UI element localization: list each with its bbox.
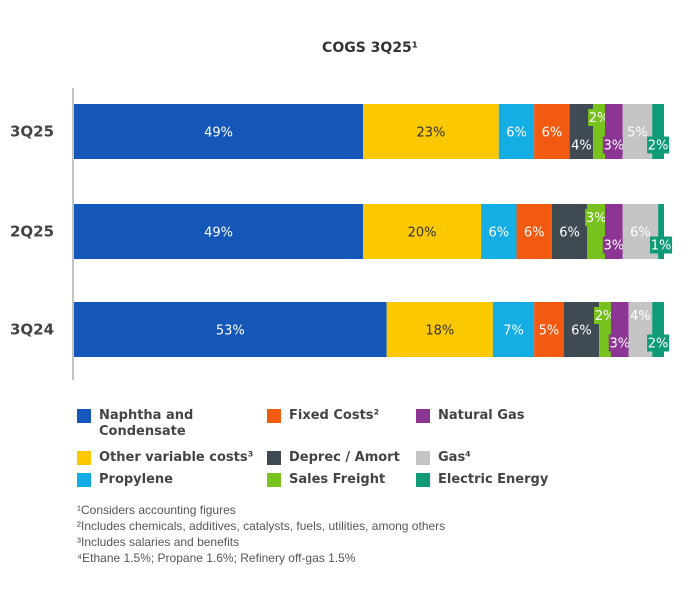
legend-item-othervar: Other variable costs³ (77, 450, 253, 466)
category-label: 3Q24 (10, 321, 54, 339)
bar-segment (551, 204, 588, 259)
bar-data-label: 3% (586, 211, 607, 226)
bar-segment (593, 104, 605, 159)
bar-label-background (570, 136, 593, 154)
bar-label-background (585, 209, 608, 226)
bar-segment (563, 302, 600, 357)
bar-segment (74, 204, 364, 259)
legend-item-freight: Sales Freight (267, 472, 385, 488)
legend-item-deprec: Deprec / Amort (267, 450, 400, 466)
legend-item-natgas: Natural Gas (416, 408, 524, 424)
bar-label-background (629, 307, 652, 324)
bar-data-label: 3% (604, 239, 625, 254)
bar-segment (534, 104, 570, 159)
bar-data-label: 1% (651, 239, 672, 254)
bar-data-label: 6% (630, 226, 651, 241)
bar-data-label: 6% (524, 226, 545, 241)
bar-data-label: 6% (506, 126, 527, 141)
bar-data-label: 5% (627, 126, 648, 141)
footnote-2: ²Includes chemicals, additives, catalyst… (77, 519, 446, 533)
bar-data-label: 3% (604, 139, 625, 154)
bar-label-background (602, 136, 625, 154)
bar-data-label: 23% (416, 126, 445, 141)
bar-label-background (602, 236, 625, 254)
footnotes: ¹Considers accounting figures ²Includes … (77, 502, 445, 566)
bar-segment (363, 104, 499, 159)
bar-data-label: 53% (216, 324, 245, 339)
bar-data-label: 4% (630, 309, 651, 324)
bar-data-label: 6% (542, 126, 563, 141)
legend-swatch-fixed (267, 409, 281, 423)
legend-label-natgas: Natural Gas (438, 408, 525, 423)
bar-segment (74, 104, 364, 159)
legend-label-naphtha: Naphtha and Condensate (99, 408, 194, 439)
bar-data-label: 49% (204, 126, 233, 141)
bar-segment (652, 104, 664, 159)
legend-label-gas: Gas⁴ (438, 450, 471, 465)
bar-data-label: 49% (204, 226, 233, 241)
bar-label-background (647, 334, 670, 352)
bar-segment (74, 302, 387, 357)
bar-segment (386, 302, 493, 357)
footnote-1: ¹Considers accounting figures (77, 503, 236, 517)
bar-segment (599, 302, 611, 357)
bar-segment (534, 302, 564, 357)
bar-segment (481, 204, 517, 259)
bar-segment (652, 302, 664, 357)
bar-segment (492, 302, 535, 357)
legend-label-othervar: Other variable costs³ (99, 450, 254, 465)
bar-data-label: 2% (648, 139, 669, 154)
bar-label-background (647, 136, 670, 154)
bar-data-label: 2% (595, 309, 616, 324)
legend-swatch-electric (416, 473, 430, 487)
bar-label-background (594, 307, 616, 324)
bar-segment (516, 204, 552, 259)
legend-item-propylene: Propylene (77, 472, 173, 488)
legend-swatch-deprec (267, 451, 281, 465)
bar-data-label: 2% (648, 337, 669, 352)
bar-segment (363, 204, 482, 259)
footnote-3: ³Includes salaries and benefits (77, 535, 240, 549)
bar-data-label: 7% (503, 324, 524, 339)
bar-label-background (650, 236, 673, 254)
footnote-4: ⁴Ethane 1.5%; Propane 1.6%; Refinery off… (77, 551, 356, 565)
bar-data-label: 6% (488, 226, 509, 241)
legend-swatch-othervar (77, 451, 91, 465)
cogs-stacked-bar-chart: COGS 3Q25¹ 3Q25 49% 23% 6% 6%4%2%3%5%2%2Q25 4… (10, 40, 673, 380)
bar-data-label: 20% (408, 226, 437, 241)
legend-item-fixed: Fixed Costs² (267, 408, 379, 424)
legend-item-electric: Electric Energy (416, 472, 548, 488)
legend-label-electric: Electric Energy (438, 472, 549, 487)
legend-label-propylene: Propylene (99, 472, 173, 487)
bar-segment (658, 204, 664, 259)
legend-item-gas: Gas⁴ (416, 450, 471, 466)
legend-label-fixed: Fixed Costs² (289, 408, 380, 423)
bar-data-label: 6% (559, 226, 580, 241)
legend-swatch-gas (416, 451, 430, 465)
bar-label-background (608, 334, 631, 352)
bar-data-label: 18% (425, 324, 454, 339)
legend-swatch-freight (267, 473, 281, 487)
bar-data-label: 6% (571, 324, 592, 339)
legend-swatch-propylene (77, 473, 91, 487)
chart-title: COGS 3Q25¹ (322, 40, 418, 56)
legend-label-deprec: Deprec / Amort (289, 450, 400, 465)
legend-swatch-natgas (416, 409, 430, 423)
bar-data-label: 4% (571, 139, 592, 154)
bar-data-label: 3% (609, 337, 630, 352)
legend-label-freight: Sales Freight (289, 472, 386, 487)
bar-segment (498, 104, 535, 159)
bars-group: 3Q25 49% 23% 6% 6%4%2%3%5%2%2Q25 49% 20% 6% 6% 6%… (10, 104, 673, 357)
legend-swatch-naphtha (77, 409, 91, 423)
bar-label-background (588, 109, 611, 126)
legend: Naphtha and Condensate Fixed Costs² Natu… (77, 408, 677, 498)
category-label: 3Q25 (10, 123, 54, 141)
legend-item-naphtha: Naphtha and Condensate (77, 408, 257, 440)
bar-data-label: 2% (589, 111, 610, 126)
bar-data-label: 5% (539, 324, 560, 339)
category-label: 2Q25 (10, 223, 54, 241)
